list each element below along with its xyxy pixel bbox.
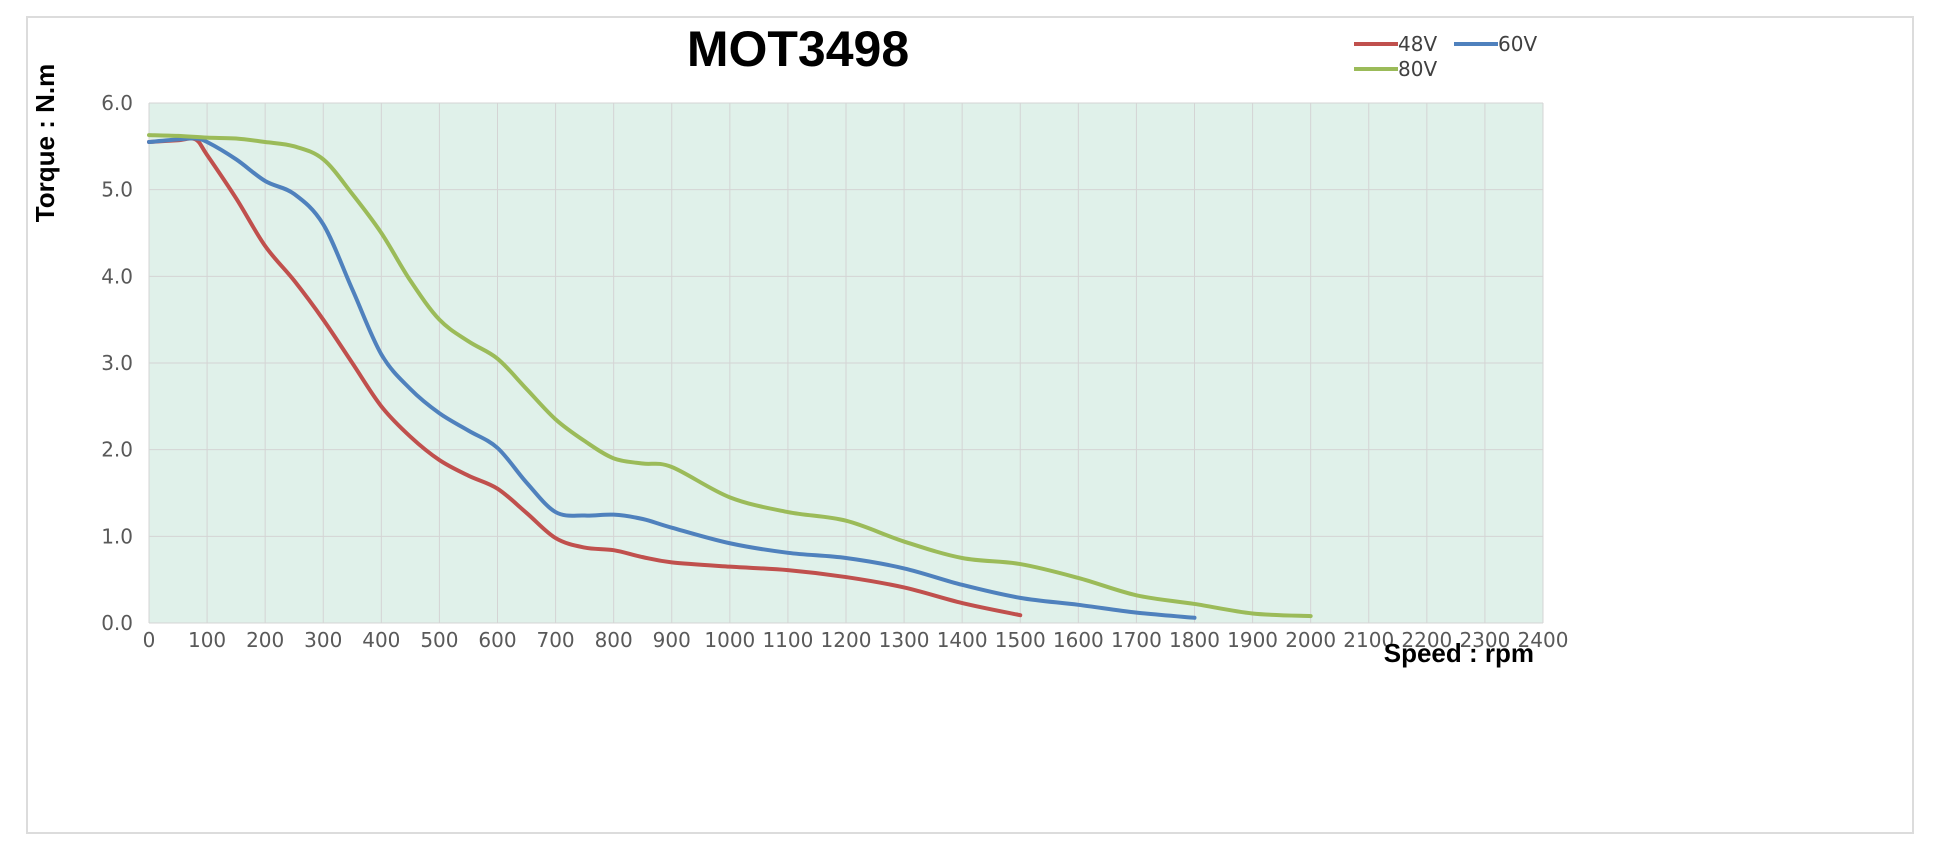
grid <box>148 102 1544 624</box>
x-tick-label: 1600 <box>1053 628 1104 652</box>
x-tick-label: 1800 <box>1169 628 1220 652</box>
series-lines <box>147 133 1313 620</box>
y-tick-labels: 0.0 1.0 2.0 3.0 4.0 5.0 6.0 <box>101 91 133 635</box>
x-tick-label: 400 <box>362 628 400 652</box>
x-tick-label: 800 <box>595 628 633 652</box>
x-tick-label: 2400 <box>1518 628 1569 652</box>
legend: 48V 60V 80V <box>1354 32 1537 81</box>
series-line-60V <box>147 136 1197 620</box>
x-tick-label: 2300 <box>1459 628 1510 652</box>
x-tick-label: 700 <box>536 628 574 652</box>
y-tick-label: 6.0 <box>101 91 133 115</box>
series-line-48V <box>147 136 1023 618</box>
x-tick-label: 600 <box>478 628 516 652</box>
x-tick-labels: 0 100 200 300 400 500 600 700 800 900 1000 1100 1200… <box>143 628 1569 652</box>
legend-label-48V: 48V <box>1398 32 1437 56</box>
x-tick-label: 1700 <box>1111 628 1162 652</box>
y-tick-label: 1.0 <box>101 524 133 548</box>
x-tick-label: 500 <box>420 628 458 652</box>
x-tick-label: 2100 <box>1343 628 1394 652</box>
x-tick-label: 1400 <box>937 628 988 652</box>
x-tick-label: 200 <box>246 628 284 652</box>
y-tick-label: 0.0 <box>101 611 133 635</box>
chart-frame: 0 100 200 300 400 500 600 700 800 900 1000 1100 1200… <box>26 16 1914 834</box>
x-tick-label: 1100 <box>762 628 813 652</box>
legend-label-60V: 60V <box>1498 32 1537 56</box>
chart-title: MOT3498 <box>687 21 909 77</box>
y-axis-title: Torque : N.m <box>30 64 60 222</box>
x-tick-label: 1500 <box>995 628 1046 652</box>
y-tick-label: 5.0 <box>101 178 133 202</box>
x-tick-label: 1200 <box>821 628 872 652</box>
x-tick-label: 1900 <box>1227 628 1278 652</box>
x-tick-label: 2200 <box>1401 628 1452 652</box>
x-tick-label: 300 <box>304 628 342 652</box>
x-tick-label: 0 <box>143 628 156 652</box>
series-line-80V <box>147 133 1313 619</box>
x-axis-title: Speed : rpm <box>1384 638 1534 668</box>
y-tick-label: 2.0 <box>101 438 133 462</box>
x-tick-label: 900 <box>653 628 691 652</box>
y-tick-label: 3.0 <box>101 351 133 375</box>
legend-label-80V: 80V <box>1398 57 1437 81</box>
y-tick-label: 4.0 <box>101 264 133 288</box>
line-chart: 0 100 200 300 400 500 600 700 800 900 1000 1100 1200… <box>30 21 1569 668</box>
x-tick-label: 100 <box>188 628 226 652</box>
x-tick-label: 1000 <box>704 628 755 652</box>
x-tick-label: 2000 <box>1285 628 1336 652</box>
x-tick-label: 1300 <box>879 628 930 652</box>
